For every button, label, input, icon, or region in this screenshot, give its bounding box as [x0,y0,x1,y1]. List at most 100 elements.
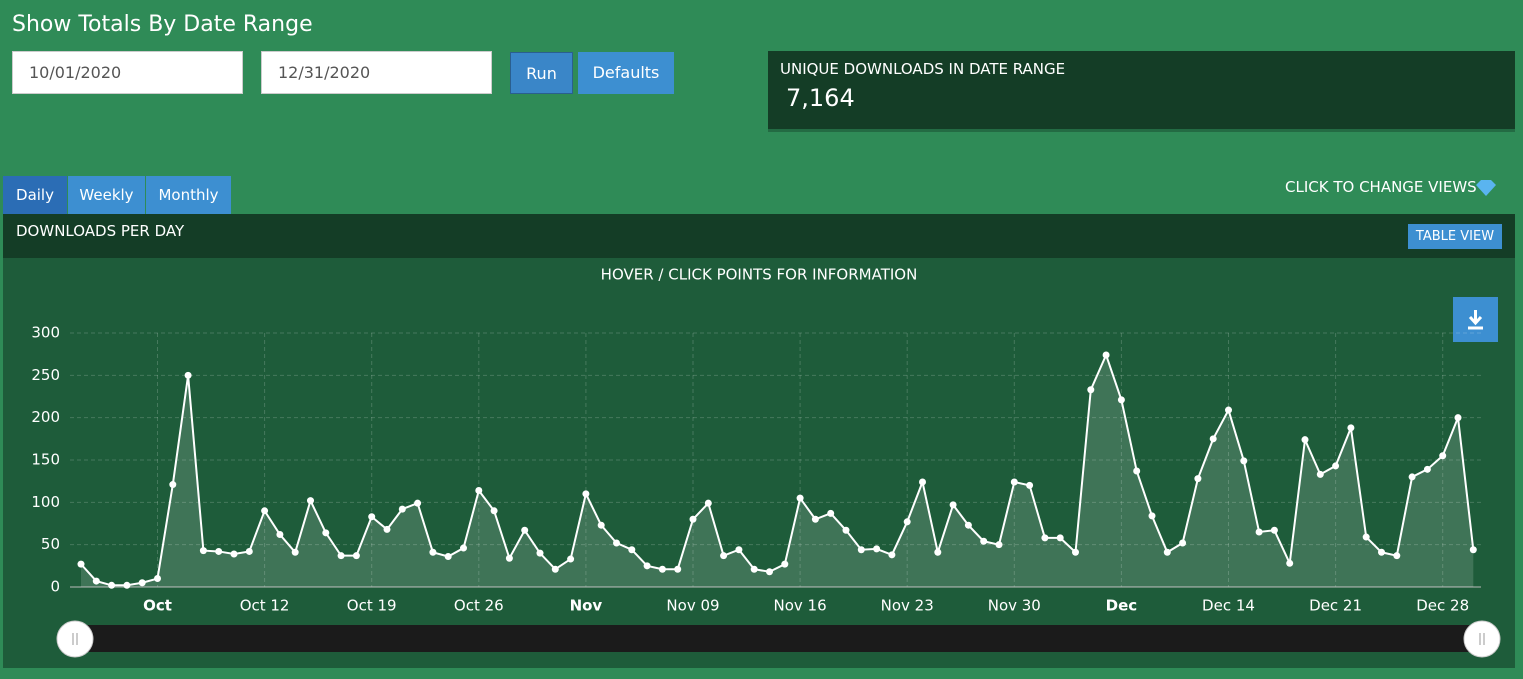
slider-grip [1479,633,1485,645]
point [169,481,177,489]
point [1408,473,1416,481]
x-tick-label: Nov 30 [988,597,1041,615]
x-tick-label: Nov 09 [666,597,719,615]
x-tick-label: Oct [143,597,172,615]
point [1240,457,1248,465]
point [1026,481,1034,489]
stat-box: UNIQUE DOWNLOADS IN DATE RANGE 7,164 [768,51,1515,129]
point [903,518,911,526]
panel-header: DOWNLOADS PER DAY TABLE VIEW [3,214,1515,258]
point [1056,534,1064,542]
x-tick-label: Dec 14 [1202,597,1255,615]
panel-title: DOWNLOADS PER DAY [16,222,185,240]
defaults-button[interactable]: Defaults [578,52,674,94]
point [322,529,330,537]
point [215,547,223,555]
point [291,548,299,556]
gem-icon [1476,180,1496,196]
point [1439,452,1447,460]
point [949,501,957,509]
point [337,552,345,560]
point [154,575,161,583]
point [1102,351,1110,359]
point [276,531,284,539]
y-tick-label: 250 [31,366,60,384]
stat-value: 7,164 [786,84,855,112]
download-icon [1468,310,1483,330]
page-title: Show Totals By Date Range [12,12,313,37]
point [781,560,789,568]
x-tick-label: Nov 16 [774,597,827,615]
point [1041,534,1049,542]
point [704,499,712,507]
point [888,551,896,559]
run-button[interactable]: Run [510,52,573,94]
point [766,568,773,576]
point [720,552,728,560]
point [1469,546,1477,554]
point [1454,414,1462,422]
point [1179,539,1187,547]
point [643,562,651,570]
slider-handle [1463,620,1501,658]
start-date[interactable]: 10/01/2020 [12,51,243,94]
y-tick-label: 50 [41,535,60,553]
x-tick-label: Oct 26 [454,597,504,615]
table-view-button[interactable]: TABLE VIEW [1408,224,1502,249]
views-hint[interactable]: CLICK TO CHANGE VIEWS [1285,178,1477,196]
end-date[interactable]: 12/31/2020 [261,51,492,94]
point [551,565,559,573]
point [964,521,972,529]
point [689,515,697,523]
point [1010,478,1018,486]
point [1316,470,1324,478]
point [995,541,1003,549]
tab[interactable]: Daily [3,176,67,214]
point [1255,528,1263,536]
point [597,521,605,529]
x-tick-label: Nov [570,597,603,615]
point [261,507,269,515]
point [1362,533,1370,541]
point [613,539,620,547]
point [1301,436,1309,444]
point [184,371,192,379]
point [199,547,207,555]
tab[interactable]: Monthly [146,176,231,214]
point [919,478,926,486]
point [1209,435,1217,443]
point [1423,465,1431,473]
point [475,486,483,494]
point [1133,467,1141,475]
point [1072,548,1079,556]
point [460,544,467,552]
point [536,549,544,557]
point [414,499,422,507]
y-tick-label: 150 [31,451,60,469]
point [873,545,881,553]
point [1225,406,1232,414]
chart-subtitle: HOVER / CLICK POINTS FOR INFORMATION [601,266,918,284]
x-tick-label: Nov 23 [881,597,934,615]
point [368,513,376,521]
slider-track [75,625,1481,652]
point [796,494,804,502]
y-tick-label: 200 [31,408,60,426]
line [80,352,1475,587]
chart: HOVER / CLICK POINTS FOR INFORMATION 0 50… [3,258,1515,668]
point [1148,512,1156,520]
point [123,581,131,589]
point [138,579,146,587]
point [811,515,819,523]
tab[interactable]: Weekly [68,176,145,214]
slider-handle [56,620,94,658]
point [628,546,636,554]
point [1332,462,1340,470]
point [307,497,314,505]
point [827,509,835,517]
point [1117,396,1125,404]
point [490,507,498,515]
point [1393,552,1401,560]
y-tick-label: 100 [31,493,60,511]
